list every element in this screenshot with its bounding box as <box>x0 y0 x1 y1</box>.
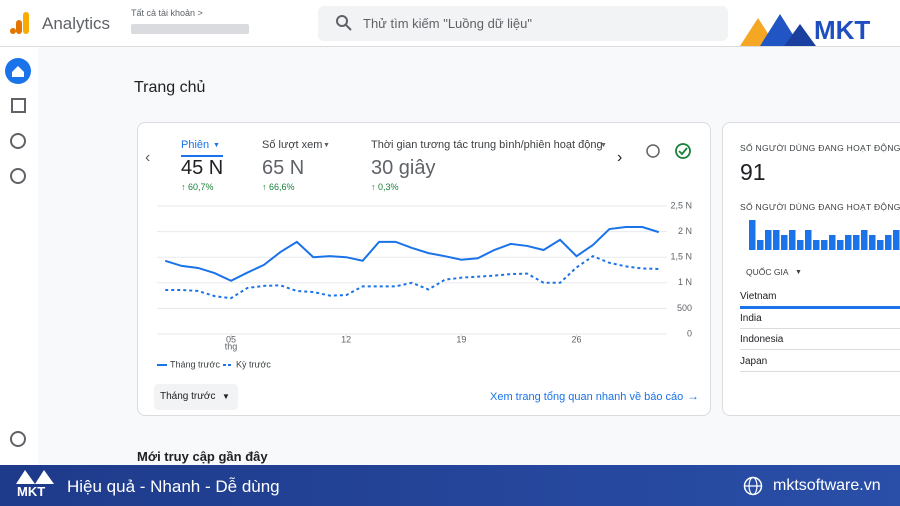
realtime-bar <box>885 235 892 250</box>
realtime-bar <box>845 235 852 250</box>
metric-change: ↑ 0,3% <box>371 182 399 192</box>
metric-value: 65 N <box>262 157 305 179</box>
metric-value: 45 N <box>181 157 224 179</box>
realtime-bar <box>829 235 836 250</box>
metric-caret: ▼ <box>600 142 607 149</box>
app-name: Analytics <box>42 14 111 33</box>
realtime-bar <box>821 240 828 250</box>
metric-label[interactable]: Số lượt xem <box>262 139 323 151</box>
metric-caret: ▼ <box>213 142 220 149</box>
metric-change: ↑ 60,7% <box>181 182 214 192</box>
footer-website[interactable]: mktsoftware.vn <box>773 477 881 494</box>
realtime-bars <box>749 220 900 250</box>
realtime-bar <box>765 230 772 250</box>
metric-value: 30 giây <box>371 157 436 179</box>
realtime-bar <box>837 240 844 250</box>
metric-underline <box>181 155 223 157</box>
realtime-bar <box>749 220 756 250</box>
footer-logo-icon <box>16 470 54 484</box>
realtime-bar <box>813 240 820 250</box>
globe-icon <box>743 476 763 496</box>
search-icon <box>336 15 352 31</box>
dimension-label[interactable]: QUỐC GIA <box>746 267 789 277</box>
search-placeholder: Thử tìm kiếm "Luồng dữ liệu" <box>363 16 532 31</box>
realtime-bar <box>861 230 868 250</box>
realtime-bar <box>869 235 876 250</box>
country-name: Vietnam <box>740 291 777 302</box>
status-icon[interactable] <box>675 143 691 159</box>
mkt-logo-icon <box>740 14 816 46</box>
country-name: Indonesia <box>740 334 784 345</box>
next-arrow[interactable]: › <box>617 149 623 166</box>
realtime-bar <box>893 230 900 250</box>
report-link-arrow: → <box>687 389 699 403</box>
realtime-value: 91 <box>740 159 766 185</box>
realtime-bar <box>853 235 860 250</box>
realtime-bar <box>789 230 796 250</box>
realtime-bar <box>877 240 884 250</box>
dimension-caret: ▼ <box>795 269 802 276</box>
mkt-logo-text: MKT <box>814 15 871 45</box>
period-button[interactable] <box>154 384 238 410</box>
realtime-bar <box>773 230 780 250</box>
admin-icon[interactable] <box>10 431 26 447</box>
page-title: Trang chủ <box>134 79 206 96</box>
realtime-bar <box>805 230 812 250</box>
explore-icon[interactable] <box>10 133 26 149</box>
search-box[interactable] <box>318 6 728 41</box>
footer-slogan: Hiệu quả - Nhanh - Dễ dùng <box>67 477 280 496</box>
country-name: Japan <box>740 355 768 367</box>
card-icons <box>646 143 691 159</box>
metric-change: ↑ 66,6% <box>262 182 295 192</box>
country-bar <box>740 306 900 309</box>
country-name: India <box>740 312 762 324</box>
realtime-title: SỐ NGƯỜI DÙNG ĐANG HOẠT ĐỘNG T <box>740 143 900 153</box>
sidebar-icons <box>5 58 31 447</box>
realtime-bar <box>757 240 764 250</box>
breadcrumb[interactable]: Tất cả tài khoản > <box>131 8 203 18</box>
metric-label[interactable]: Thời gian tương tác trung bình/phiên hoạ… <box>371 139 603 151</box>
insights-icon[interactable] <box>646 144 660 158</box>
country-bar <box>740 370 900 372</box>
sidebar <box>0 47 38 465</box>
prev-arrow[interactable]: ‹ <box>145 149 151 166</box>
period-caret: ▼ <box>222 392 230 401</box>
period-button-label: Tháng trước <box>160 391 216 402</box>
advertising-icon[interactable] <box>10 168 26 184</box>
metric-caret: ▼ <box>323 142 330 149</box>
metric-label[interactable]: Phiên <box>181 139 210 151</box>
analytics-logo <box>10 12 29 34</box>
report-link[interactable]: Xem trang tổng quan nhanh về báo cáo <box>490 391 684 403</box>
reports-icon[interactable] <box>11 98 26 113</box>
account-name-blurred[interactable] <box>131 24 249 34</box>
realtime-bar <box>781 235 788 250</box>
recent-title: Mới truy cập gần đây <box>137 449 268 464</box>
country-bar <box>740 349 900 350</box>
country-bar <box>740 327 900 329</box>
realtime-card <box>722 122 900 416</box>
realtime-bar <box>797 240 804 250</box>
footer-logo-text: MKT <box>17 484 46 499</box>
realtime-subtitle: SỐ NGƯỜI DÙNG ĐANG HOẠT ĐỘNG <box>740 202 900 212</box>
